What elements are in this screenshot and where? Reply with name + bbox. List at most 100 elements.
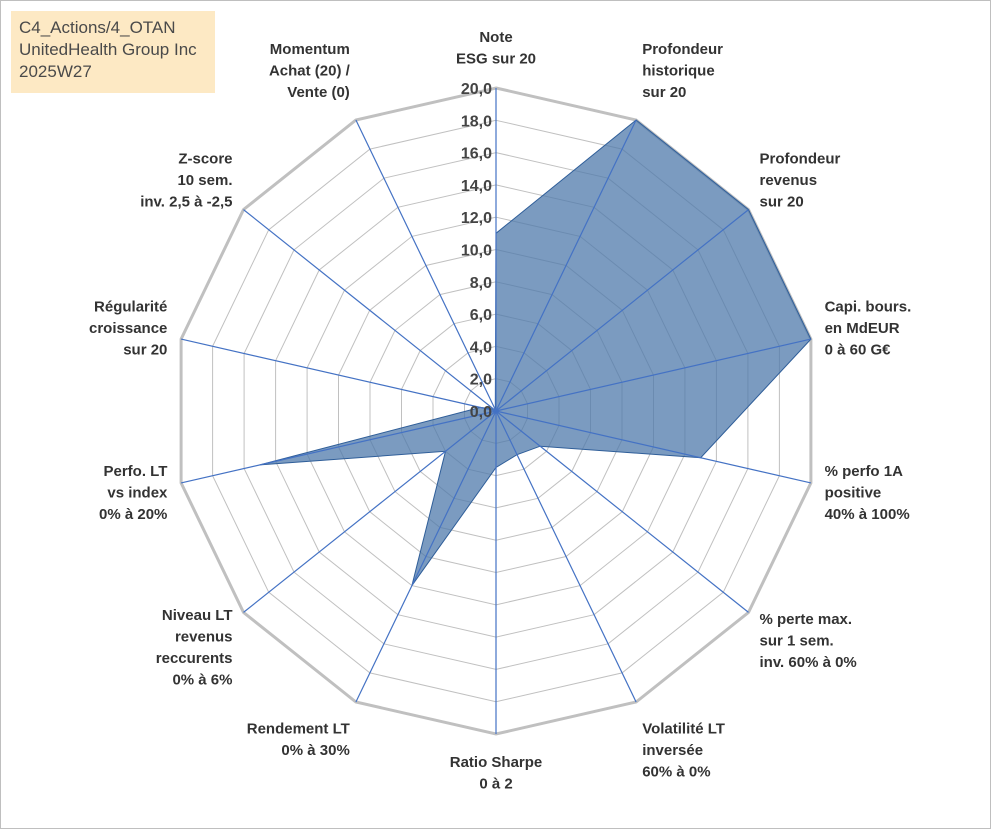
- axis-label-line: historique: [642, 62, 715, 79]
- axis-spoke: [243, 209, 497, 412]
- title-line-2: UnitedHealth Group Inc: [19, 40, 197, 59]
- axis-label-line: Profondeur: [642, 41, 723, 58]
- axis-label-line: Perfo. LT: [104, 463, 168, 480]
- axis-label-line: Vente (0): [287, 84, 350, 101]
- axis-label-text: % perfo 1A positive 40% à 100%: [825, 463, 910, 523]
- axis-label-text: Note ESG sur 20: [456, 29, 536, 68]
- axis-label: Ratio Sharpe 0 à 2: [450, 754, 543, 793]
- tick-label: 12,0: [461, 210, 492, 227]
- axis-label: % perte max. sur 1 sem. inv. 60% à 0%: [760, 611, 857, 671]
- axis-label-line: Note: [479, 29, 512, 46]
- axis-label-line: Achat (20) /: [269, 62, 351, 79]
- axis-label-line: Rendement LT: [247, 721, 350, 738]
- axis-label: Profondeur revenus sur 20: [760, 151, 841, 211]
- tick-label: 4,0: [470, 339, 492, 356]
- axis-label-line: en MdEUR: [825, 320, 900, 337]
- axis-label-line: % perte max.: [760, 611, 853, 628]
- axis-label-text: Capi. bours. en MdEUR 0 à 60 G€: [825, 299, 912, 359]
- axis-label-line: revenus: [760, 172, 818, 189]
- axis-label-text: % perte max. sur 1 sem. inv. 60% à 0%: [760, 611, 857, 671]
- axis-label-line: inv. 2,5 à -2,5: [140, 194, 232, 211]
- axis-label-line: 0% à 20%: [99, 506, 167, 523]
- axis-spoke: [495, 410, 812, 484]
- axis-label: Momentum Achat (20) / Vente (0): [269, 41, 351, 101]
- axis-label-line: 0 à 60 G€: [825, 342, 892, 359]
- axis-label-text: Ratio Sharpe 0 à 2: [450, 754, 543, 793]
- axis-label-line: inv. 60% à 0%: [760, 654, 857, 671]
- tick-label: 0,0: [470, 404, 492, 421]
- axis-label-layer: Note ESG sur 20 Profondeur historique sur 20…: [89, 29, 911, 793]
- axis-label-line: 10 sem.: [177, 172, 232, 189]
- axis-spoke: [243, 410, 497, 613]
- tick-label: 16,0: [461, 146, 492, 163]
- axis-spoke: [495, 410, 637, 703]
- axis-spoke: [495, 209, 749, 412]
- axis-label-line: positive: [825, 484, 882, 501]
- axis-label: Niveau LT revenus reccurents 0% à 6%: [156, 607, 233, 689]
- axis-spoke: [180, 338, 497, 412]
- axis-label: Perfo. LT vs index 0% à 20%: [99, 463, 168, 523]
- axis-label: Profondeur historique sur 20: [642, 41, 723, 101]
- axis-label-text: Momentum Achat (20) / Vente (0): [269, 41, 351, 101]
- axis-label-line: Niveau LT: [162, 607, 233, 624]
- axis-label: Volatilité LT inversée 60% à 0%: [642, 721, 725, 781]
- axis-label-line: sur 1 sem.: [760, 633, 834, 650]
- axis-label-line: vs index: [107, 484, 168, 501]
- axis-label-line: sur 20: [760, 194, 804, 211]
- chart-title-box: C4_Actions/4_OTAN UnitedHealth Group Inc…: [11, 11, 215, 93]
- series-layer: [259, 119, 812, 586]
- axis-label-line: Régularité: [94, 299, 167, 316]
- tick-label: 8,0: [470, 275, 492, 292]
- axis-label-line: 0% à 30%: [281, 742, 349, 759]
- axis-label-text: Volatilité LT inversée 60% à 0%: [642, 721, 725, 781]
- tick-label: 20,0: [461, 81, 492, 98]
- tick-label: 10,0: [461, 243, 492, 260]
- axis-label-line: Volatilité LT: [642, 721, 725, 738]
- axis-label-line: 0% à 6%: [172, 671, 232, 688]
- axis-spoke: [495, 119, 637, 412]
- tick-label: 6,0: [470, 307, 492, 324]
- axis-label-line: 40% à 100%: [825, 506, 910, 523]
- axis-label: Note ESG sur 20: [456, 29, 536, 68]
- axis-label-line: Momentum: [270, 41, 350, 58]
- axis-label-text: Niveau LT revenus reccurents 0% à 6%: [156, 607, 233, 689]
- title-line-1: C4_Actions/4_OTAN: [19, 18, 176, 37]
- tick-label: 2,0: [470, 372, 492, 389]
- axis-label-line: Ratio Sharpe: [450, 754, 543, 771]
- axis-label-line: Z-score: [178, 151, 232, 168]
- axis-label: % perfo 1A positive 40% à 100%: [825, 463, 910, 523]
- axis-label-line: sur 20: [123, 342, 167, 359]
- axis-spoke: [355, 410, 497, 703]
- axis-label-text: Z-score 10 sem. inv. 2,5 à -2,5: [140, 151, 232, 211]
- axis-label-line: sur 20: [642, 84, 686, 101]
- axis-label: Capi. bours. en MdEUR 0 à 60 G€: [825, 299, 912, 359]
- axis-label-line: revenus: [175, 628, 233, 645]
- axis-spoke: [180, 410, 497, 484]
- spoke-layer: [180, 88, 812, 734]
- axis-label-line: ESG sur 20: [456, 51, 536, 68]
- axis-label-line: % perfo 1A: [825, 463, 904, 480]
- axis-label: Z-score 10 sem. inv. 2,5 à -2,5: [140, 151, 232, 211]
- axis-spoke: [355, 119, 497, 412]
- axis-spoke: [495, 410, 749, 613]
- axis-label-text: Profondeur historique sur 20: [642, 41, 723, 101]
- tick-label: 14,0: [461, 178, 492, 195]
- tick-layer: 0,0 2,0 4,0 6,0 8,0 10,0 12,0 14,0 16,0 18,0 20,0: [461, 81, 492, 421]
- axis-label: Rendement LT 0% à 30%: [247, 721, 350, 760]
- axis-label-text: Régularité croissance sur 20: [89, 299, 167, 359]
- axis-label-text: Perfo. LT vs index 0% à 20%: [99, 463, 168, 523]
- axis-label-text: Rendement LT 0% à 30%: [247, 721, 350, 760]
- axis-label-line: inversée: [642, 742, 703, 759]
- title-line-3: 2025W27: [19, 62, 92, 81]
- axis-label-line: 60% à 0%: [642, 764, 710, 781]
- series-area: [259, 119, 812, 586]
- axis-label-line: 0 à 2: [479, 776, 512, 793]
- axis-label: Régularité croissance sur 20: [89, 299, 167, 359]
- axis-spoke: [495, 338, 812, 412]
- axis-label-line: Profondeur: [760, 151, 841, 168]
- axis-label-line: croissance: [89, 320, 167, 337]
- axis-label-line: Capi. bours.: [825, 299, 912, 316]
- axis-label-line: reccurents: [156, 650, 233, 667]
- axis-label-text: Profondeur revenus sur 20: [760, 151, 841, 211]
